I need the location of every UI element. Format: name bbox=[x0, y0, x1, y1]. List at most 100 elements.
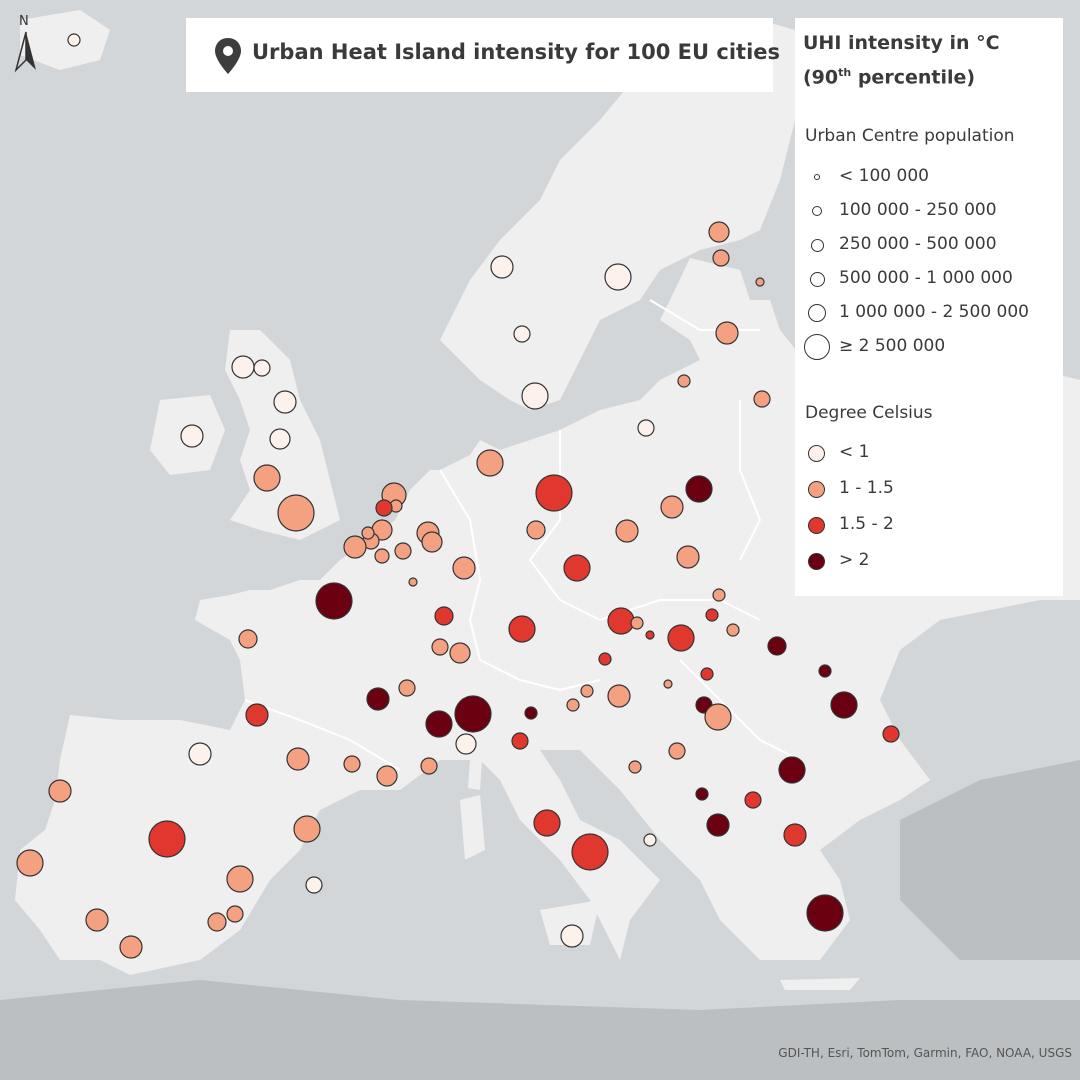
city-marker[interactable] bbox=[231, 355, 255, 379]
city-marker[interactable] bbox=[361, 526, 375, 540]
city-marker[interactable] bbox=[708, 221, 730, 243]
city-marker[interactable] bbox=[524, 706, 538, 720]
city-marker[interactable] bbox=[67, 33, 81, 47]
city-marker[interactable] bbox=[607, 684, 631, 708]
city-marker[interactable] bbox=[630, 616, 644, 630]
city-marker[interactable] bbox=[535, 474, 573, 512]
city-marker[interactable] bbox=[375, 499, 393, 517]
city-marker[interactable] bbox=[48, 779, 72, 803]
city-marker[interactable] bbox=[607, 607, 635, 635]
city-marker[interactable] bbox=[704, 703, 732, 731]
city-marker[interactable] bbox=[521, 382, 549, 410]
city-marker[interactable] bbox=[685, 475, 713, 503]
city-marker[interactable] bbox=[286, 747, 310, 771]
city-marker[interactable] bbox=[293, 815, 321, 843]
city-marker[interactable] bbox=[806, 894, 844, 932]
city-marker[interactable] bbox=[628, 760, 642, 774]
city-marker[interactable] bbox=[755, 277, 765, 287]
city-marker[interactable] bbox=[238, 629, 258, 649]
city-marker[interactable] bbox=[615, 519, 639, 543]
legend-color-swatch bbox=[808, 517, 825, 534]
city-marker[interactable] bbox=[305, 876, 323, 894]
city-marker[interactable] bbox=[343, 535, 367, 559]
city-marker[interactable] bbox=[315, 582, 353, 620]
city-marker[interactable] bbox=[604, 263, 632, 291]
city-marker[interactable] bbox=[712, 588, 726, 602]
city-marker[interactable] bbox=[273, 390, 297, 414]
legend-degree-label: < 1 bbox=[839, 442, 870, 462]
city-marker[interactable] bbox=[783, 823, 807, 847]
city-marker[interactable] bbox=[830, 691, 858, 719]
city-marker[interactable] bbox=[452, 556, 476, 580]
city-marker[interactable] bbox=[676, 545, 700, 569]
city-marker[interactable] bbox=[376, 765, 398, 787]
city-marker[interactable] bbox=[16, 849, 44, 877]
city-marker[interactable] bbox=[277, 494, 315, 532]
city-marker[interactable] bbox=[253, 464, 281, 492]
city-marker[interactable] bbox=[660, 495, 684, 519]
city-marker[interactable] bbox=[269, 428, 291, 450]
city-marker[interactable] bbox=[560, 924, 584, 948]
city-marker[interactable] bbox=[431, 638, 449, 656]
title-box: Urban Heat Island intensity for 100 EU c… bbox=[186, 18, 780, 92]
city-marker[interactable] bbox=[882, 725, 900, 743]
city-marker[interactable] bbox=[420, 757, 438, 775]
city-marker[interactable] bbox=[668, 742, 686, 760]
city-marker[interactable] bbox=[119, 935, 143, 959]
city-marker[interactable] bbox=[366, 687, 390, 711]
city-marker[interactable] bbox=[490, 255, 514, 279]
legend-population-label: 500 000 - 1 000 000 bbox=[839, 268, 1013, 288]
city-marker[interactable] bbox=[643, 833, 657, 847]
city-marker[interactable] bbox=[513, 325, 531, 343]
city-marker[interactable] bbox=[566, 698, 580, 712]
city-marker[interactable] bbox=[563, 554, 591, 582]
city-marker[interactable] bbox=[715, 321, 739, 345]
city-marker[interactable] bbox=[726, 623, 740, 637]
city-marker[interactable] bbox=[700, 667, 714, 681]
city-marker[interactable] bbox=[398, 679, 416, 697]
city-marker[interactable] bbox=[705, 608, 719, 622]
city-marker[interactable] bbox=[637, 419, 655, 437]
city-marker[interactable] bbox=[695, 787, 709, 801]
city-marker[interactable] bbox=[533, 809, 561, 837]
city-marker[interactable] bbox=[508, 615, 536, 643]
city-marker[interactable] bbox=[434, 606, 454, 626]
city-marker[interactable] bbox=[818, 664, 832, 678]
city-marker[interactable] bbox=[188, 742, 212, 766]
city-marker[interactable] bbox=[421, 531, 443, 553]
city-marker[interactable] bbox=[226, 865, 254, 893]
city-marker[interactable] bbox=[663, 679, 673, 689]
city-marker[interactable] bbox=[425, 710, 453, 738]
city-marker[interactable] bbox=[526, 520, 546, 540]
city-marker[interactable] bbox=[148, 820, 186, 858]
city-marker[interactable] bbox=[744, 791, 762, 809]
city-marker[interactable] bbox=[449, 642, 471, 664]
city-marker[interactable] bbox=[580, 684, 594, 698]
city-marker[interactable] bbox=[571, 833, 609, 871]
city-marker[interactable] bbox=[394, 542, 412, 560]
legend-size-symbol bbox=[810, 238, 824, 252]
city-marker[interactable] bbox=[677, 374, 691, 388]
city-marker[interactable] bbox=[253, 359, 271, 377]
city-marker[interactable] bbox=[511, 732, 529, 750]
legend-population-label: ≥ 2 500 000 bbox=[839, 336, 946, 356]
city-marker[interactable] bbox=[245, 703, 269, 727]
city-marker[interactable] bbox=[180, 424, 204, 448]
city-marker[interactable] bbox=[706, 813, 730, 837]
city-marker[interactable] bbox=[712, 249, 730, 267]
city-marker[interactable] bbox=[454, 695, 492, 733]
city-marker[interactable] bbox=[207, 912, 227, 932]
city-marker[interactable] bbox=[85, 908, 109, 932]
city-marker[interactable] bbox=[598, 652, 612, 666]
city-marker[interactable] bbox=[455, 733, 477, 755]
city-marker[interactable] bbox=[343, 755, 361, 773]
city-marker[interactable] bbox=[408, 577, 418, 587]
city-marker[interactable] bbox=[778, 756, 806, 784]
city-marker[interactable] bbox=[645, 630, 655, 640]
city-marker[interactable] bbox=[476, 449, 504, 477]
city-marker[interactable] bbox=[753, 390, 771, 408]
city-marker[interactable] bbox=[374, 548, 390, 564]
city-marker[interactable] bbox=[767, 636, 787, 656]
city-marker[interactable] bbox=[226, 905, 244, 923]
city-marker[interactable] bbox=[667, 624, 695, 652]
